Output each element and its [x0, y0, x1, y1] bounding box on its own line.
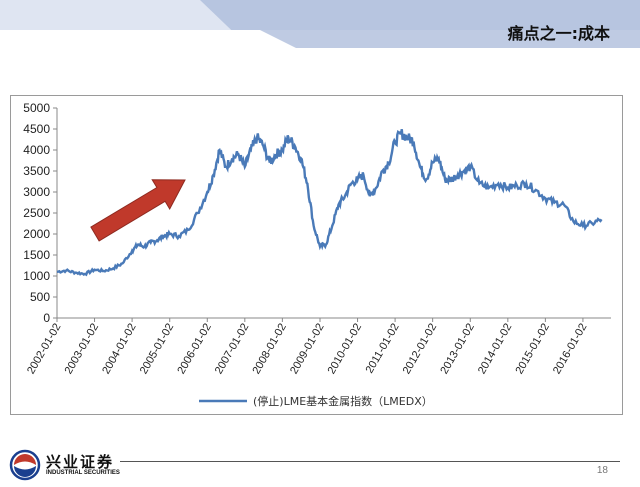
- y-tick-label: 1000: [23, 269, 50, 283]
- logo-emblem-icon: [9, 449, 41, 481]
- x-tick-label: 2014-01-02: [476, 322, 515, 377]
- y-tick-label: 3000: [23, 185, 50, 199]
- y-tick-label: 3500: [23, 164, 50, 178]
- slide-title: 痛点之一:成本: [507, 24, 610, 43]
- series-line-lmedx: [56, 128, 603, 277]
- x-tick-label: 2016-01-02: [551, 322, 590, 377]
- x-tick-label: 2012-01-02: [401, 322, 440, 377]
- x-tick-label: 2002-01-02: [25, 322, 64, 377]
- y-tick-label: 500: [30, 290, 50, 304]
- legend: (停止)LME基本金属指数（LMEDX）: [199, 394, 433, 408]
- x-tick-label: 2005-01-02: [138, 322, 177, 377]
- x-tick-label: 2003-01-02: [63, 322, 102, 377]
- y-axis: 0 500 1000 1500 2000 2500 3000 3500 4000 4500 5000: [23, 101, 58, 325]
- x-tick-label: 2009-01-02: [288, 322, 327, 377]
- page-number: 18: [596, 465, 608, 476]
- y-tick-label: 4500: [23, 122, 50, 136]
- x-tick-label: 2007-01-02: [213, 322, 252, 377]
- footer-divider: [120, 461, 620, 462]
- x-tick-label: 2013-01-02: [438, 322, 477, 377]
- y-tick-label: 0: [43, 311, 50, 325]
- header-band-dark: [200, 0, 640, 48]
- y-tick-label: 2000: [23, 227, 50, 241]
- header-band: [0, 0, 640, 50]
- x-tick-label: 2011-01-02: [364, 322, 402, 376]
- x-tick-label: 2010-01-02: [326, 322, 365, 377]
- x-tick-label: 2006-01-02: [175, 322, 214, 377]
- upward-arrow: [90, 179, 186, 242]
- logo-name-en: INDUSTRIAL SECURITIES: [46, 470, 120, 476]
- x-tick-label: 2015-01-02: [513, 322, 552, 377]
- x-tick-label: 2008-01-02: [250, 322, 289, 377]
- y-tick-label: 5000: [23, 101, 50, 115]
- y-tick-label: 1500: [23, 248, 50, 262]
- logo-name-cn: 兴业证券: [46, 453, 115, 471]
- x-tick-label: 2004-01-02: [100, 322, 139, 377]
- y-tick-label: 4000: [23, 143, 50, 157]
- chart: 0 500 1000 1500 2000 2500 3000 3500 4000 4500 5000…: [23, 101, 611, 408]
- company-logo: 兴业证券 INDUSTRIAL SECURITIES: [8, 448, 128, 482]
- chart-frame: 0 500 1000 1500 2000 2500 3000 3500 4000 4500 5000…: [10, 95, 623, 415]
- x-axis: 2002-01-02 2003-01-02 2004-01-02 2005-01-02…: [25, 317, 611, 377]
- y-tick-label: 2500: [23, 206, 50, 220]
- legend-label: (停止)LME基本金属指数（LMEDX）: [253, 394, 433, 408]
- header-band-white: [0, 30, 300, 50]
